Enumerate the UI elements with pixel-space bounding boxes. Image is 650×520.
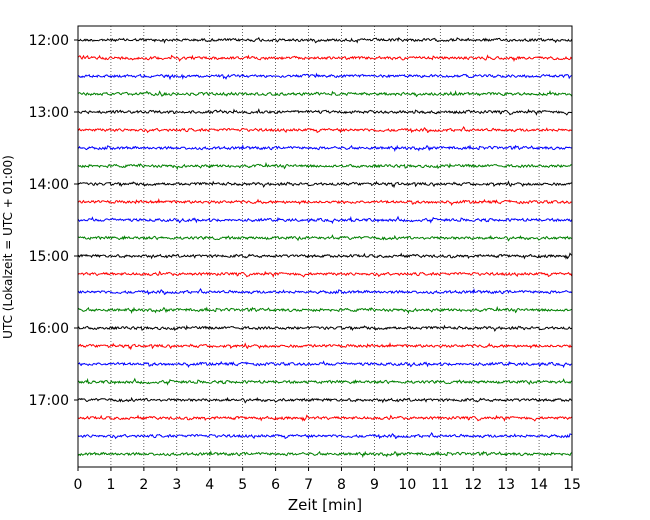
trace-row-19 xyxy=(77,360,572,369)
x-tick-label: 7 xyxy=(304,477,313,493)
x-tick-label: 12 xyxy=(464,477,482,493)
trace-row-8 xyxy=(77,161,572,171)
trace-row-5 xyxy=(78,108,572,116)
y-axis-label: UTC (Lokalzeit = UTC + 01:00) xyxy=(1,155,15,339)
x-tick-label: 3 xyxy=(172,477,181,493)
y-axis-ticks: 12:00 13:00 14:00 15:00 16:00 17:00 xyxy=(29,33,78,409)
x-tick-label: 8 xyxy=(337,477,346,493)
x-axis-ticks: 0 1 2 3 4 5 6 7 8 9 10 11 12 13 14 15 xyxy=(74,467,581,493)
y-tick-label: 13:00 xyxy=(29,105,69,121)
seismic-traces xyxy=(77,36,573,459)
y-tick-label: 14:00 xyxy=(29,177,69,193)
trace-row-12 xyxy=(77,234,572,242)
trace-row-11 xyxy=(77,215,573,225)
trace-row-13 xyxy=(77,252,572,260)
x-tick-label: 0 xyxy=(74,477,83,493)
y-tick-label: 12:00 xyxy=(29,33,69,49)
trace-row-3 xyxy=(77,72,572,81)
trace-row-16 xyxy=(77,305,572,315)
x-tick-label: 15 xyxy=(563,477,581,493)
trace-row-10 xyxy=(77,198,572,206)
y-tick-label: 15:00 xyxy=(29,249,69,265)
x-tick-label: 14 xyxy=(530,477,548,493)
x-tick-label: 9 xyxy=(370,477,379,493)
trace-row-18 xyxy=(77,342,572,351)
x-tick-label: 6 xyxy=(271,477,280,493)
trace-row-17 xyxy=(77,324,572,332)
trace-row-20 xyxy=(77,377,572,386)
x-tick-label: 2 xyxy=(139,477,148,493)
trace-row-22 xyxy=(77,414,572,422)
x-tick-label: 13 xyxy=(497,477,515,493)
trace-row-4 xyxy=(77,89,573,98)
trace-row-2 xyxy=(77,54,572,63)
trace-row-6 xyxy=(77,126,572,134)
x-axis-label: Zeit [min] xyxy=(288,496,362,514)
y-tick-label: 16:00 xyxy=(29,321,69,337)
x-tick-label: 1 xyxy=(106,477,115,493)
x-tick-label: 5 xyxy=(238,477,247,493)
x-tick-label: 11 xyxy=(431,477,449,493)
trace-row-23 xyxy=(77,432,572,440)
trace-row-21 xyxy=(77,396,572,404)
trace-row-7 xyxy=(77,144,572,153)
trace-row-24 xyxy=(77,450,572,459)
trace-row-9 xyxy=(77,180,572,189)
plot-frame xyxy=(77,25,573,468)
trace-row-15 xyxy=(77,288,572,296)
x-tick-label: 4 xyxy=(205,477,214,493)
x-tick-label: 10 xyxy=(398,477,416,493)
y-tick-label: 17:00 xyxy=(29,393,69,409)
trace-row-1 xyxy=(77,36,573,44)
trace-row-14 xyxy=(77,270,573,278)
